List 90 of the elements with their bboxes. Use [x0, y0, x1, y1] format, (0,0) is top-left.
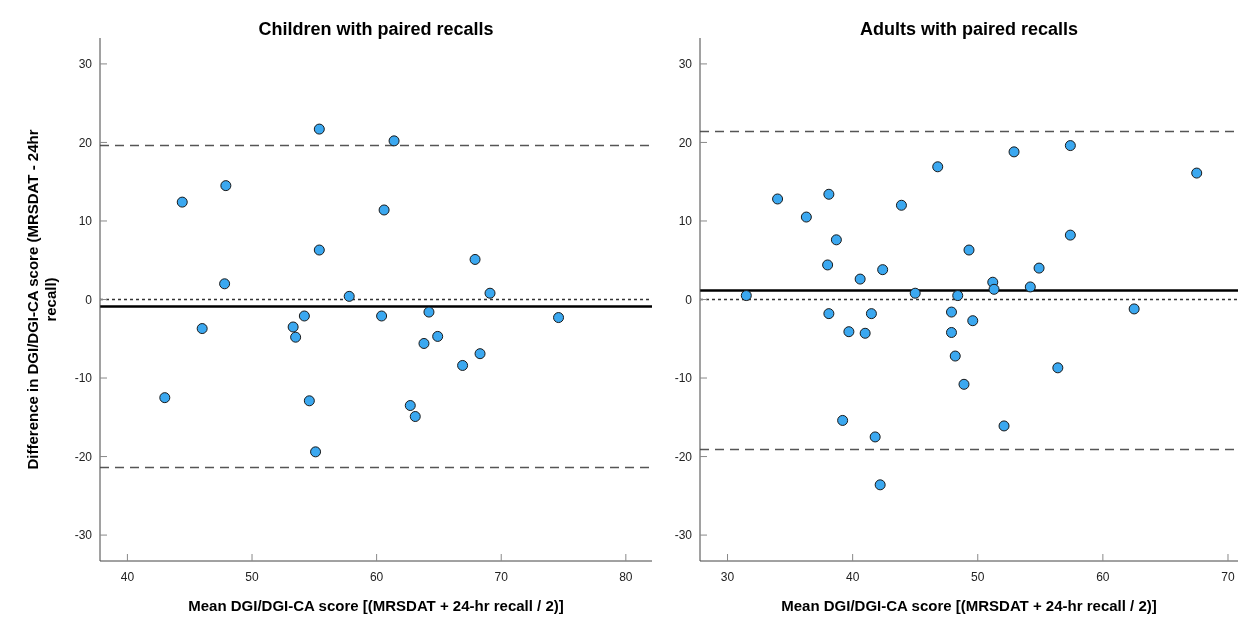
- point: [895, 199, 907, 211]
- point: [313, 123, 325, 135]
- y-tick-label: -30: [674, 528, 693, 543]
- chart-title: Children with paired recalls: [258, 19, 494, 39]
- y-tick-label: 20: [678, 135, 693, 150]
- point: [772, 193, 784, 205]
- y-tick-label: 10: [78, 214, 93, 229]
- point: [958, 378, 970, 390]
- point: [945, 306, 957, 318]
- point: [843, 326, 855, 338]
- point: [378, 204, 390, 216]
- point: [740, 290, 752, 302]
- point: [945, 326, 957, 338]
- point: [963, 244, 975, 256]
- point: [290, 331, 302, 343]
- y-tick-label: -20: [74, 449, 93, 464]
- x-tick-label: 40: [845, 570, 860, 584]
- point: [874, 479, 886, 491]
- point: [859, 327, 871, 339]
- point: [388, 135, 400, 147]
- y-tick-label: -10: [674, 371, 693, 386]
- x-tick-label: 40: [120, 570, 135, 584]
- point: [800, 211, 812, 223]
- x-tick-label: 30: [720, 570, 735, 584]
- point: [1064, 229, 1076, 241]
- chart-title: Adults with paired recalls: [859, 19, 1079, 39]
- point: [1033, 262, 1045, 274]
- point: [553, 312, 565, 324]
- point: [423, 306, 435, 318]
- point: [967, 315, 979, 327]
- point: [830, 234, 842, 246]
- point: [313, 244, 325, 256]
- x-tick-label: 50: [245, 570, 260, 584]
- y-tick-label: 0: [685, 292, 693, 307]
- point: [877, 264, 889, 276]
- y-axis-title: Difference in DGI/DGI-CA score (MRSDAT - 24hr recall): [24, 129, 59, 470]
- point: [196, 323, 208, 335]
- x-tick-label: 60: [1096, 570, 1110, 584]
- x-tick-label: 70: [494, 570, 509, 584]
- y-tick-label: 20: [78, 135, 93, 150]
- point: [310, 446, 322, 458]
- point: [988, 283, 1000, 295]
- point: [176, 196, 188, 208]
- point: [1191, 167, 1203, 179]
- point: [1024, 281, 1036, 293]
- point: [409, 411, 421, 423]
- x-axis-title: Mean DGI/DGI-CA score [(MRSDAT + 24-hr recall / 2)]: [188, 597, 564, 614]
- point: [287, 321, 299, 333]
- point: [432, 330, 444, 342]
- point: [854, 273, 866, 285]
- point: [1128, 303, 1140, 315]
- y-tick-label: -30: [74, 528, 93, 543]
- y-tick-label: 0: [85, 292, 93, 307]
- point: [298, 310, 310, 322]
- point: [909, 287, 921, 299]
- y-tick-label: 30: [678, 57, 693, 72]
- point: [303, 395, 315, 407]
- point: [484, 287, 496, 299]
- point: [823, 188, 835, 200]
- point: [998, 420, 1010, 432]
- point: [219, 278, 231, 290]
- x-tick-label: 50: [971, 570, 985, 584]
- point: [1052, 362, 1064, 374]
- point: [822, 259, 834, 271]
- point: [220, 180, 232, 192]
- point: [457, 359, 469, 371]
- point: [952, 290, 964, 302]
- point: [343, 290, 355, 302]
- point: [159, 392, 171, 404]
- point: [1008, 146, 1020, 158]
- point: [418, 337, 430, 349]
- point: [474, 348, 486, 360]
- x-tick-label: 80: [619, 570, 633, 584]
- point: [1064, 140, 1076, 152]
- x-tick-label: 60: [369, 570, 384, 584]
- point: [869, 431, 881, 443]
- point: [932, 161, 944, 173]
- point: [865, 308, 877, 320]
- y-tick-label: 30: [78, 57, 93, 72]
- point: [376, 310, 388, 322]
- point: [949, 350, 961, 362]
- y-tick-label: 10: [678, 214, 693, 229]
- x-axis-title: Mean DGI/DGI-CA score [(MRSDAT + 24-hr recall / 2)]: [781, 597, 1157, 614]
- y-tick-label: -20: [674, 449, 693, 464]
- point: [404, 400, 416, 412]
- point: [823, 308, 835, 320]
- x-tick-label: 70: [1221, 570, 1235, 584]
- y-tick-label: -10: [74, 371, 93, 386]
- point: [837, 414, 849, 426]
- point: [469, 253, 481, 265]
